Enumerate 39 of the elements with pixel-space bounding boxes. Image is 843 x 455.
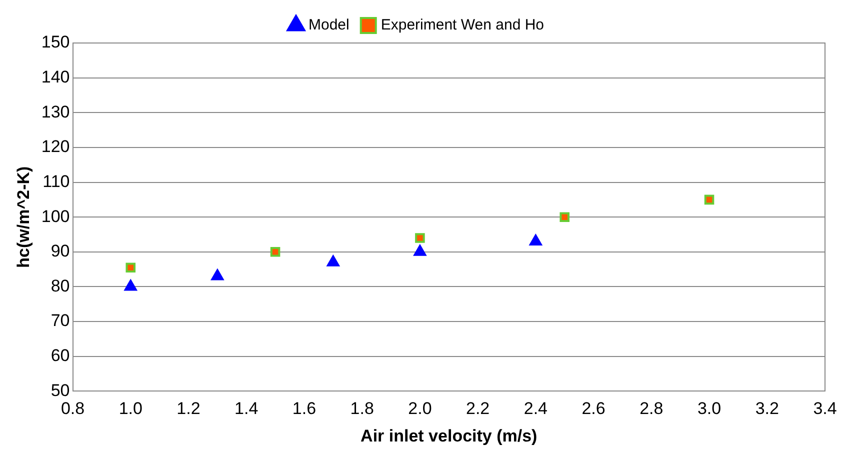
x-tick-label: 3.2 [755,399,779,418]
y-tick-label: 140 [41,68,70,87]
legend-label: Model [308,16,350,34]
y-axis-title: hc(w/m^2-K) [14,166,33,268]
y-tick-label: 130 [41,102,70,122]
x-tick-label: 1.0 [118,399,142,418]
x-tick-label: 3.0 [697,399,722,418]
point [415,233,425,243]
x-tick-label: 2.0 [408,399,432,418]
y-tick-label: 50 [50,380,70,400]
y-tick-label: 120 [41,137,70,156]
x-tick-label: 1.2 [176,399,200,418]
x-axis-title: Air inlet velocity (m/s) [360,426,538,446]
x-tick-label: 2.2 [466,399,490,418]
x-tick-label: 3.4 [813,399,837,418]
x-tick-label: 1.6 [292,399,316,418]
point [326,254,340,266]
point [704,194,714,205]
y-tick-label: 60 [50,346,70,366]
y-tick-label: 70 [50,311,70,330]
x-tick-label: 2.8 [640,399,664,418]
y-tick-label: 80 [50,276,70,296]
point [270,247,280,257]
y-tick-label: 150 [41,32,70,52]
x-tick-label: 1.8 [350,399,374,418]
x-tick-label: 2.4 [524,399,548,418]
point [210,268,224,280]
y-tick-label: 90 [50,242,70,261]
point [124,279,138,291]
x-tick-label: 2.6 [582,399,606,418]
y-tick-label: 100 [41,206,70,226]
point [560,212,570,222]
point [529,234,542,246]
legend-label: Experiment Wen and Ho [380,16,544,34]
x-tick-label: 0.8 [60,399,85,418]
y-tick-label: 110 [42,172,70,191]
point [413,244,427,256]
x-tick-label: 1.4 [234,399,258,418]
point [126,262,136,272]
